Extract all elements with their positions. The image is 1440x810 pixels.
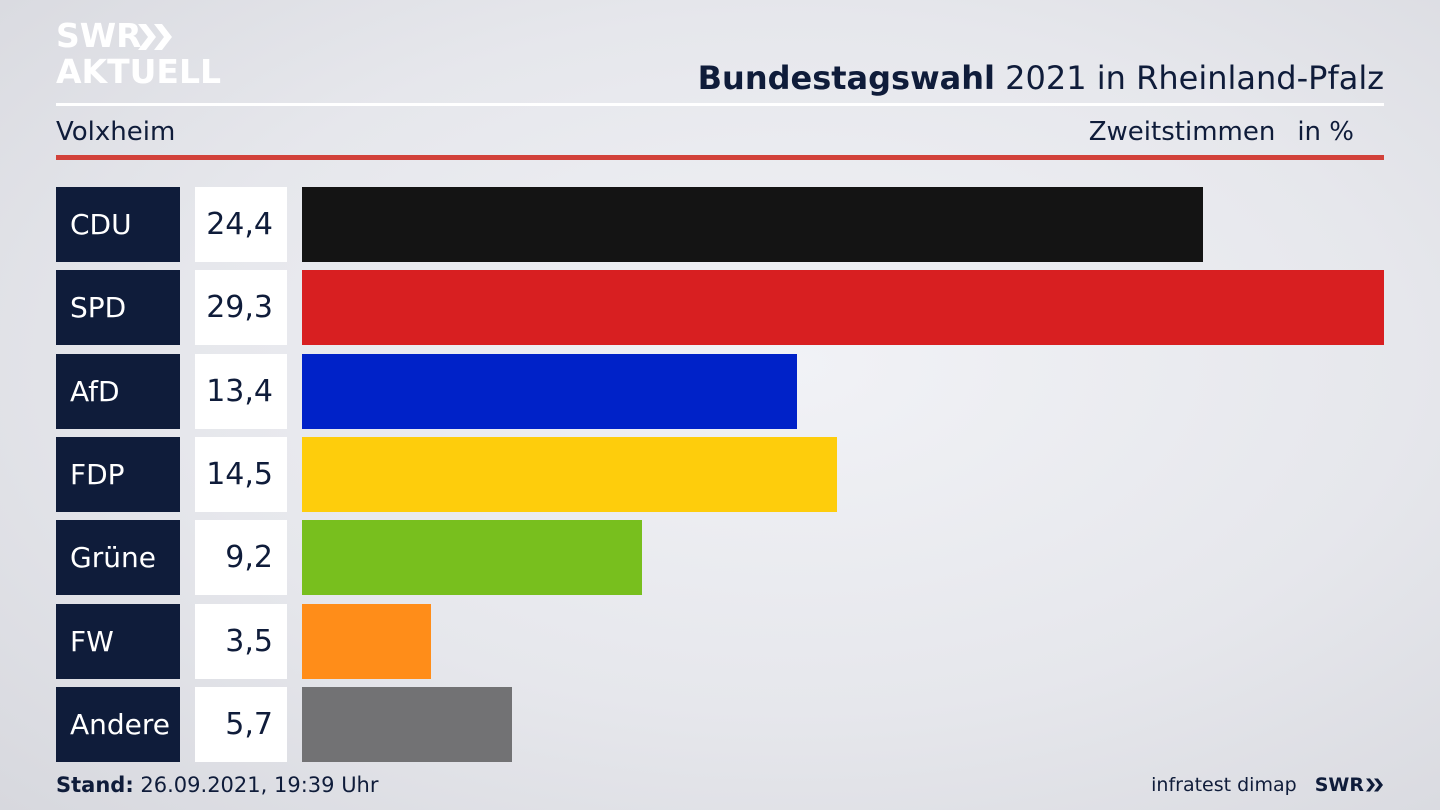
bar-row: Andere 5,7 (56, 686, 1384, 762)
stand-label: Stand: (56, 773, 134, 797)
header-divider (56, 103, 1384, 106)
measure-label: Zweitstimmen in % (1089, 114, 1354, 150)
location-subtitle: Volxheim (56, 117, 176, 147)
bar (302, 520, 642, 596)
bar (302, 187, 1203, 262)
bar-row: SPD 29,3 (56, 270, 1384, 346)
party-label: Grüne (56, 520, 180, 596)
bar-row: AfD 13,4 (56, 353, 1384, 429)
timestamp: Stand: 26.09.2021, 19:39 Uhr (56, 770, 379, 800)
party-label: FW (56, 603, 180, 679)
chart-title: Bundestagswahl 2021 in Rheinland-Pfalz (698, 58, 1384, 98)
title-rest: 2021 in Rheinland-Pfalz (1005, 59, 1384, 97)
chevron-right-icon (1366, 778, 1383, 792)
stand-value: 26.09.2021, 19:39 Uhr (140, 773, 379, 797)
value-label: 5,7 (195, 686, 287, 762)
value-label: 13,4 (195, 353, 287, 429)
chevron-right-icon (138, 24, 172, 50)
footer-brand: SWR (1315, 774, 1384, 796)
party-label: SPD (56, 270, 180, 346)
party-label: Andere (56, 686, 180, 762)
party-label: CDU (56, 187, 180, 262)
bar (302, 353, 797, 429)
party-label: FDP (56, 436, 180, 512)
bar (302, 436, 837, 512)
value-label: 29,3 (195, 270, 287, 346)
bar (302, 270, 1384, 346)
logo-line-2: AKTUELL (56, 52, 222, 91)
logo-line-1: SWR (56, 16, 142, 55)
accent-divider (56, 155, 1384, 160)
value-label: 24,4 (195, 187, 287, 262)
title-bold: Bundestagswahl (697, 59, 995, 97)
value-label: 9,2 (195, 520, 287, 596)
footer-brand-text: SWR (1314, 774, 1364, 796)
bar-row: CDU 24,4 (56, 187, 1384, 262)
party-label: AfD (56, 353, 180, 429)
bar-row: FW 3,5 (56, 603, 1384, 679)
measure-name: Zweitstimmen (1088, 117, 1276, 147)
bar (302, 603, 431, 679)
value-label: 3,5 (195, 603, 287, 679)
source-label: infratest dimap (1151, 774, 1297, 796)
bar (302, 686, 512, 762)
bar-row: Grüne 9,2 (56, 520, 1384, 596)
value-label: 14,5 (195, 436, 287, 512)
unit-label: in % (1297, 117, 1354, 147)
source-credit: infratest dimap SWR (1151, 770, 1384, 800)
swr-aktuell-logo: SWR AKTUELL (56, 16, 226, 92)
bar-row: FDP 14,5 (56, 436, 1384, 512)
